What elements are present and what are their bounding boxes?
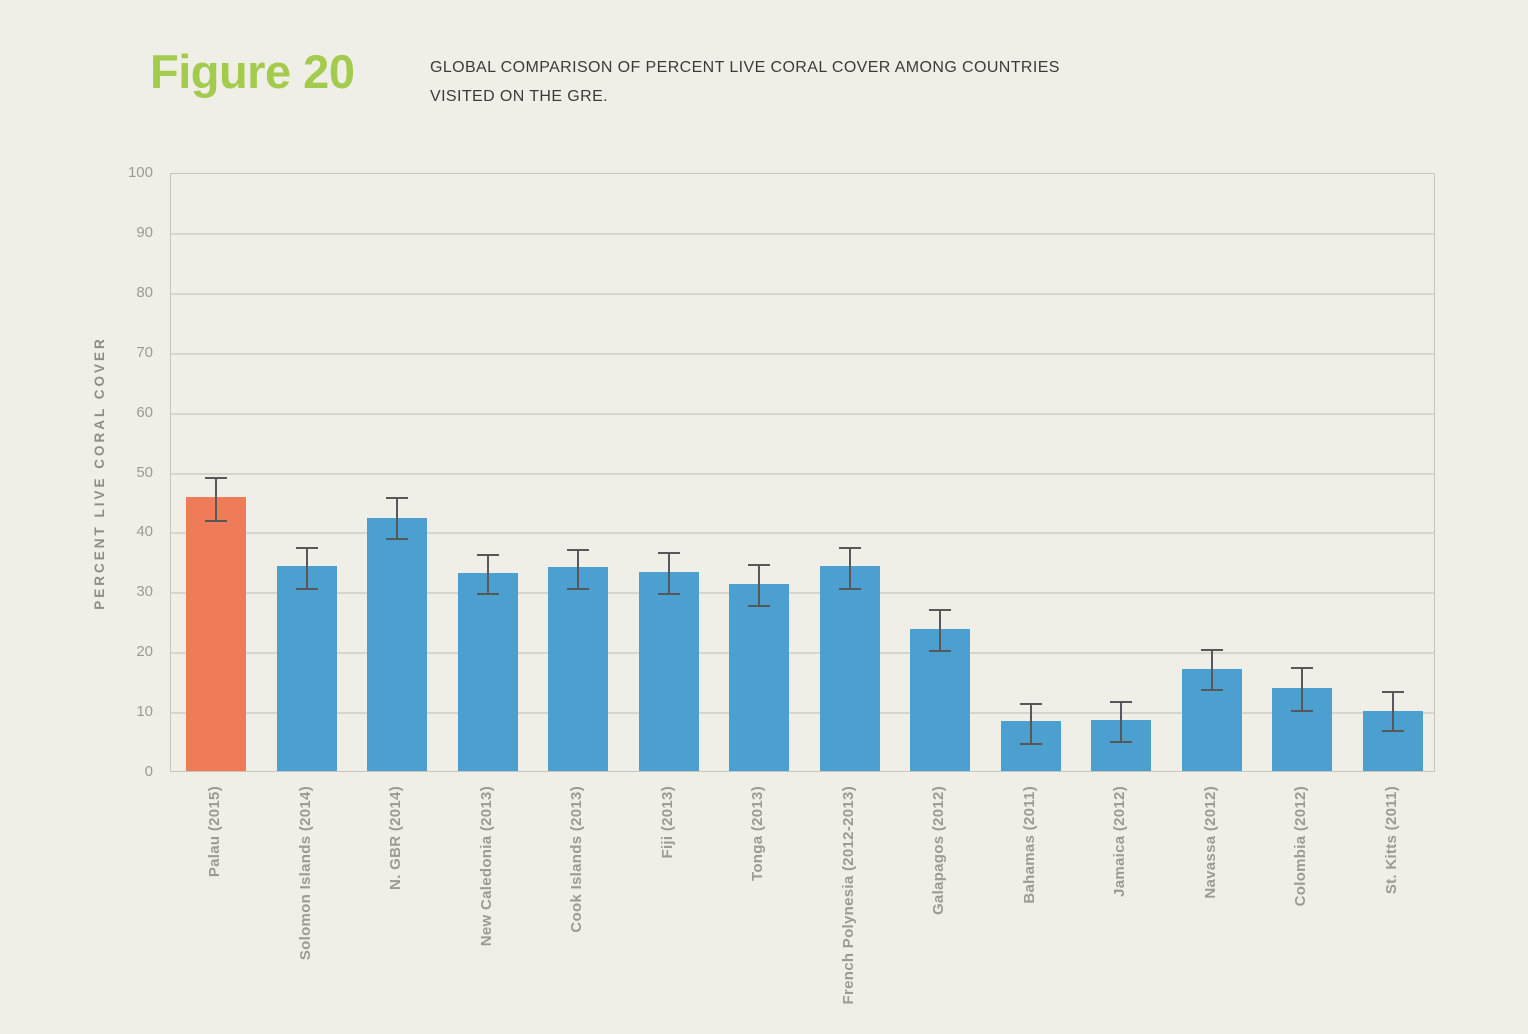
- error-bar-line-2: [396, 498, 398, 539]
- x-axis-label-text-7: French Polynesia (2012-2013): [839, 786, 857, 1005]
- bar-8: [910, 629, 970, 771]
- error-bar-line-6: [758, 564, 760, 607]
- error-bar-cap-top-0: [205, 477, 227, 480]
- figure-label: Figure 20: [150, 45, 355, 98]
- error-bar-cap-top-10: [1110, 700, 1132, 703]
- error-bar-cap-bottom-4: [567, 588, 589, 591]
- x-axis-label-text-13: St. Kitts (2011): [1382, 786, 1400, 895]
- x-axis-label-text-6: Tonga (2013): [749, 786, 766, 882]
- y-tick-label-80: 80: [136, 283, 153, 301]
- y-tick-label-100: 100: [127, 164, 153, 181]
- error-bar-line-11: [1210, 649, 1213, 691]
- bar-4: [548, 566, 608, 771]
- error-bar-cap-bottom-2: [386, 537, 408, 540]
- bar-7: [819, 565, 880, 771]
- y-tick-label-20: 20: [136, 643, 153, 661]
- x-axis-label-text-12: Colombia (2012): [1292, 786, 1309, 907]
- y-tick-label-10: 10: [136, 703, 153, 721]
- bar-0: [186, 496, 246, 771]
- error-bar-cap-top-4: [567, 548, 589, 551]
- y-tick-label-90: 90: [136, 223, 153, 241]
- bar-1: [276, 565, 337, 771]
- x-axis-label-2: N. GBR (2014): [386, 786, 490, 890]
- error-bar-cap-top-5: [657, 552, 680, 555]
- x-axis-label-text-8: Galapagos (2012): [930, 786, 947, 916]
- x-axis-label-0: Palau (2015): [205, 786, 296, 877]
- x-axis-label-text-0: Palau (2015): [206, 786, 223, 878]
- bar-6: [729, 584, 789, 771]
- x-axis-label-text-11: Navassa (2012): [1201, 786, 1219, 899]
- error-bar-line-0: [215, 478, 217, 521]
- gridline-10: [171, 712, 1434, 715]
- gridline-30: [171, 592, 1434, 595]
- bar-3: [457, 573, 518, 771]
- error-bar-cap-bottom-11: [1200, 689, 1223, 692]
- error-bar-line-7: [848, 548, 851, 589]
- error-bar-cap-bottom-13: [1381, 730, 1404, 733]
- error-bar-line-10: [1120, 701, 1122, 742]
- y-tick-label-30: 30: [136, 583, 153, 601]
- error-bar-line-9: [1029, 704, 1032, 744]
- x-axis-label-text-1: Solomon Islands (2014): [296, 786, 314, 961]
- figure-caption-line-1: GLOBAL COMPARISON OF PERCENT LIVE CORAL …: [430, 59, 1060, 76]
- error-bar-cap-bottom-8: [929, 650, 951, 653]
- x-axis-label-text-3: New Caledonia (2013): [477, 786, 495, 947]
- figure-caption: GLOBAL COMPARISON OF PERCENT LIVE CORAL …: [430, 53, 1060, 111]
- error-bar-line-4: [577, 549, 579, 590]
- error-bar-cap-top-13: [1381, 690, 1404, 693]
- gridline-40: [171, 532, 1434, 535]
- x-axis-label-text-10: Jamaica (2012): [1111, 786, 1128, 897]
- x-axis-label-13: St. Kitts (2011): [1382, 786, 1490, 894]
- error-bar-cap-top-8: [929, 609, 951, 612]
- error-bar-cap-top-6: [748, 563, 770, 566]
- error-bar-line-12: [1301, 668, 1303, 711]
- y-tick-label-50: 50: [136, 463, 153, 481]
- x-axis-label-6: Tonga (2013): [748, 786, 843, 881]
- error-bar-cap-top-3: [476, 553, 499, 556]
- error-bar-cap-bottom-10: [1110, 740, 1132, 743]
- error-bar-line-5: [667, 553, 670, 594]
- x-axis-label-text-5: Fiji (2013): [658, 786, 676, 859]
- y-tick-label-0: 0: [144, 763, 153, 780]
- error-bar-cap-bottom-5: [657, 592, 680, 595]
- error-bar-line-8: [939, 610, 941, 652]
- error-bar-cap-bottom-9: [1019, 742, 1042, 745]
- error-bar-cap-bottom-12: [1291, 709, 1313, 712]
- gridline-90: [171, 232, 1434, 235]
- gridline-60: [171, 412, 1434, 415]
- error-bar-cap-bottom-1: [295, 588, 318, 591]
- gridline-70: [171, 352, 1434, 355]
- y-tick-label-60: 60: [136, 403, 153, 421]
- error-bar-line-3: [486, 554, 489, 594]
- plot-area: [170, 173, 1435, 772]
- error-bar-cap-bottom-0: [205, 519, 227, 522]
- error-bar-cap-bottom-3: [476, 592, 499, 595]
- error-bar-line-1: [305, 547, 308, 590]
- error-bar-cap-top-2: [386, 497, 408, 500]
- error-bar-cap-top-11: [1200, 648, 1223, 651]
- gridline-80: [171, 292, 1434, 295]
- error-bar-cap-bottom-7: [838, 587, 861, 590]
- error-bar-cap-top-7: [838, 547, 861, 550]
- bar-5: [638, 572, 699, 771]
- error-bar-line-13: [1391, 691, 1394, 732]
- y-tick-label-40: 40: [136, 523, 153, 541]
- x-axis-label-text-4: Cook Islands (2013): [568, 786, 585, 933]
- gridline-50: [171, 472, 1434, 475]
- gridline-20: [171, 652, 1434, 655]
- error-bar-cap-top-1: [295, 546, 318, 549]
- x-axis-label-5: Fiji (2013): [658, 786, 731, 859]
- error-bar-cap-bottom-6: [748, 605, 770, 608]
- x-axis-label-text-2: N. GBR (2014): [387, 786, 404, 890]
- x-axis-label-text-9: Bahamas (2011): [1020, 786, 1038, 904]
- bar-2: [367, 517, 427, 771]
- error-bar-cap-top-9: [1019, 703, 1042, 706]
- y-tick-label-70: 70: [136, 343, 153, 361]
- figure-caption-line-2: VISITED ON THE GRE.: [430, 88, 608, 105]
- error-bar-cap-top-12: [1291, 667, 1313, 670]
